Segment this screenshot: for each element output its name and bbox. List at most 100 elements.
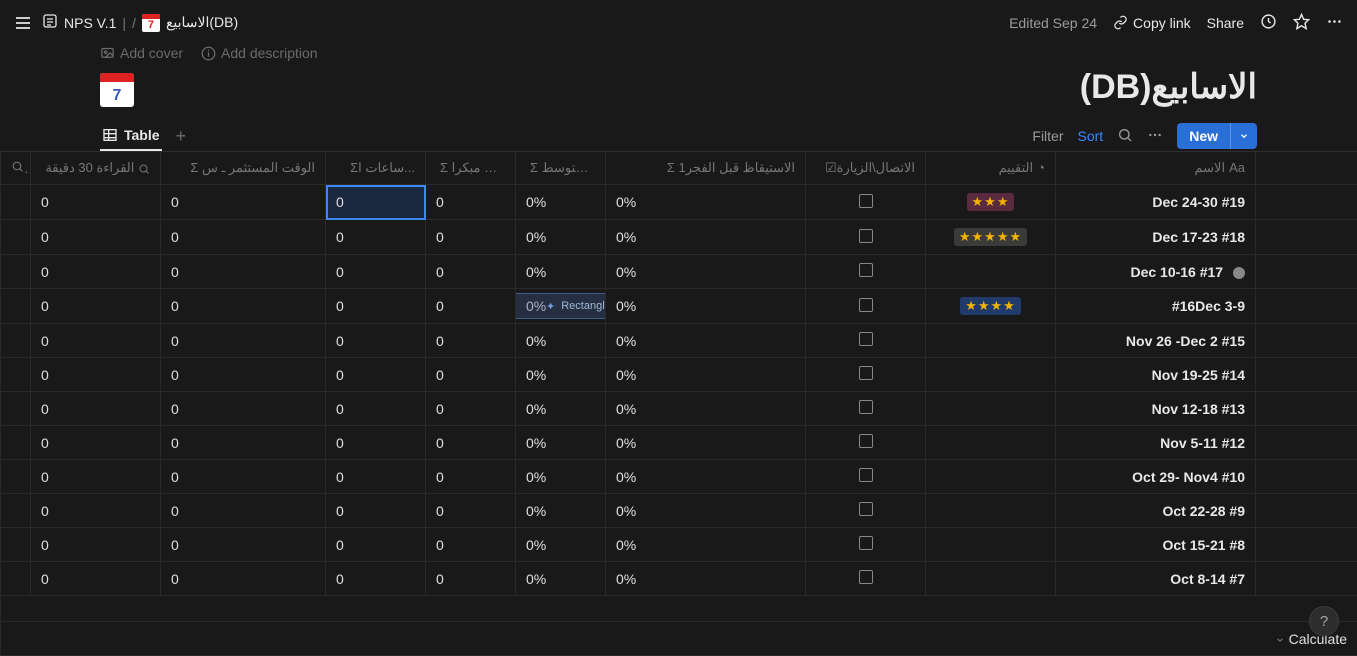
checkbox-icon[interactable] [859,298,873,312]
checkbox-icon[interactable] [859,400,873,414]
cell[interactable]: 0 [161,460,326,494]
table-row[interactable]: 00000%0%★★★Dec 24-30 #19 [1,185,1357,220]
cell[interactable]: 0% [606,289,806,324]
rating-cell[interactable]: ★★★★★ [926,220,1056,255]
cell[interactable]: 0 [161,562,326,596]
cell[interactable] [1,289,31,324]
name-cell[interactable]: Oct 15-21 #8 [1056,528,1256,562]
cell[interactable] [1,460,31,494]
clock-icon[interactable] [1260,13,1277,33]
cell[interactable]: 0 [426,324,516,358]
cell[interactable]: 0 [161,528,326,562]
view-more-icon[interactable] [1147,127,1163,146]
page-emoji[interactable]: 7 [100,73,134,107]
name-cell[interactable]: Dec 24-30 #19 [1056,185,1256,220]
cell[interactable]: 0 [161,255,326,289]
cell[interactable]: 0% [516,255,606,289]
cell[interactable]: 0% [606,494,806,528]
checkbox-icon[interactable] [859,332,873,346]
share-button[interactable]: Share [1207,15,1244,31]
table-row[interactable]: 00000%0%Oct 29- Nov4 #10 [1,460,1357,494]
table-row[interactable] [1,596,1357,622]
checkbox-cell[interactable] [806,324,926,358]
cell[interactable]: 0 [326,494,426,528]
checkbox-cell[interactable] [806,289,926,324]
cell[interactable]: 0 [326,426,426,460]
cell[interactable]: 0 [161,358,326,392]
filter-button[interactable]: Filter [1032,128,1063,144]
cell[interactable]: 0% [516,392,606,426]
rating-cell[interactable]: ★★★ [926,185,1056,220]
rating-cell[interactable] [926,494,1056,528]
cell[interactable]: 0% [606,185,806,220]
cell[interactable]: 0% [606,392,806,426]
add-description-button[interactable]: Add description [201,45,318,61]
cell[interactable]: 0 [161,220,326,255]
cell[interactable]: 0 [326,528,426,562]
cell[interactable]: 0%✦ Rectangle Snip [516,289,606,324]
name-cell[interactable]: #16Dec 3-9 [1056,289,1256,324]
checkbox-icon[interactable] [859,263,873,277]
rating-cell[interactable] [926,460,1056,494]
cell[interactable]: 0 [161,289,326,324]
table-row[interactable]: 00000%✦ Rectangle Snip0%★★★★#16Dec 3-9 [1,289,1357,324]
cell[interactable]: 0 [426,289,516,324]
rating-cell[interactable] [926,358,1056,392]
name-cell[interactable]: Dec 10-16 #17 [1056,255,1256,289]
cell[interactable]: 0 [326,185,426,220]
rating-cell[interactable] [926,324,1056,358]
cell[interactable]: 0 [31,185,161,220]
col-rating[interactable]: التقييم◔ [926,152,1056,185]
col-read-30[interactable]: القراءة 30 دقيقة [31,152,161,185]
checkbox-icon[interactable] [859,366,873,380]
table-row[interactable]: 00000%0%Oct 8-14 #7 [1,562,1357,596]
cell[interactable]: 0 [31,289,161,324]
cell[interactable]: 0 [326,358,426,392]
cell[interactable]: 0% [606,255,806,289]
cell[interactable]: 0 [31,324,161,358]
cell[interactable]: 0% [516,528,606,562]
cell[interactable] [1,426,31,460]
checkbox-cell[interactable] [806,562,926,596]
copy-link-button[interactable]: Copy link [1113,15,1191,31]
rating-cell[interactable] [926,426,1056,460]
cell[interactable]: 0 [326,220,426,255]
cell[interactable]: 0 [426,426,516,460]
more-icon[interactable] [1326,13,1343,33]
name-cell[interactable]: Oct 8-14 #7 [1056,562,1256,596]
cell[interactable] [1,220,31,255]
sort-button[interactable]: Sort [1078,128,1104,144]
cell[interactable]: 0% [606,426,806,460]
checkbox-icon[interactable] [859,502,873,516]
cell[interactable] [1,185,31,220]
tab-table[interactable]: Table [100,121,162,151]
table-row[interactable]: 00000%0%Oct 22-28 #9 [1,494,1357,528]
col-invest-time[interactable]: Σ الوقت المستثمر ـ س [161,152,326,185]
cell[interactable]: 0 [426,562,516,596]
new-button-label[interactable]: New [1177,123,1230,149]
cell[interactable]: 0% [606,528,806,562]
col-contact[interactable]: ☑الاتصال\الزيارة [806,152,926,185]
col-sleep-early[interactable]: Σ النوم مبكرا [426,152,516,185]
col-wake-fajr[interactable]: Σ الاستيقاظ قبل الفجر1 [606,152,806,185]
checkbox-icon[interactable] [859,468,873,482]
add-view-button[interactable]: + [172,126,191,147]
cell[interactable]: 0% [606,358,806,392]
cell[interactable]: 0% [516,358,606,392]
cell[interactable]: 0 [161,185,326,220]
cell[interactable]: 0 [161,494,326,528]
table-row[interactable]: 00000%0%Oct 15-21 #8 [1,528,1357,562]
page-title[interactable]: الاسابيع(DB) [1080,67,1257,107]
cell[interactable]: 0 [426,358,516,392]
rating-cell[interactable] [926,255,1056,289]
checkbox-cell[interactable] [806,494,926,528]
cell[interactable]: 0 [426,392,516,426]
cell[interactable] [1,494,31,528]
checkbox-cell[interactable] [806,392,926,426]
calculate-button[interactable]: Calculate [1,622,1357,656]
cell[interactable]: 0 [31,358,161,392]
new-button-dropdown[interactable] [1230,123,1257,149]
rating-cell[interactable] [926,392,1056,426]
name-cell[interactable]: Nov 5-11 #12 [1056,426,1256,460]
name-cell[interactable]: Nov 19-25 #14 [1056,358,1256,392]
